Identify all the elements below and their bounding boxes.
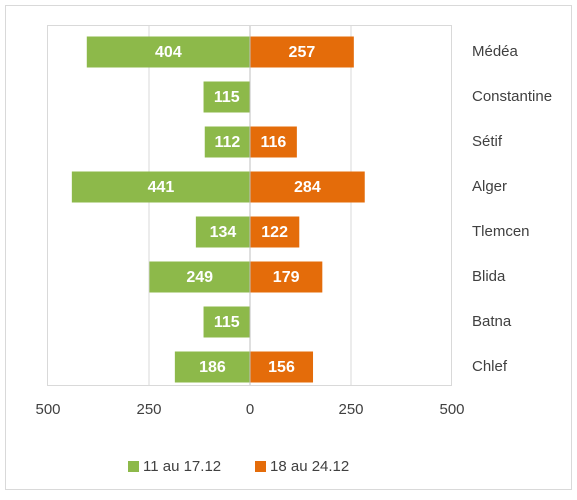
x-tick-label: 0 <box>246 401 254 418</box>
bar <box>86 36 250 68</box>
value-label: 186 <box>199 359 226 376</box>
value-label: 257 <box>289 44 316 61</box>
bar <box>250 126 297 158</box>
x-tick-label: 500 <box>439 401 464 418</box>
x-tick-label: 250 <box>136 401 161 418</box>
category-label: Constantine <box>472 88 552 105</box>
category-label: Batna <box>472 313 512 330</box>
x-tick-label: 250 <box>338 401 363 418</box>
bar <box>149 261 250 293</box>
value-label: 179 <box>273 269 300 286</box>
bar <box>250 261 323 293</box>
value-label: 134 <box>210 224 237 241</box>
value-label: 112 <box>214 134 240 151</box>
value-label: 404 <box>155 44 182 61</box>
bar <box>195 216 250 248</box>
legend-swatch <box>255 461 266 472</box>
value-label: 441 <box>148 179 175 196</box>
bar <box>71 171 250 203</box>
legend-label: 18 au 24.12 <box>270 458 349 475</box>
bar <box>204 126 250 158</box>
category-label: Tlemcen <box>472 223 530 240</box>
legend-swatch <box>128 461 139 472</box>
value-label: 284 <box>294 179 321 196</box>
value-label: 122 <box>261 224 288 241</box>
category-label: Sétif <box>472 133 503 150</box>
value-label: 156 <box>268 359 295 376</box>
category-label: Alger <box>472 178 507 195</box>
bar <box>203 81 250 113</box>
bar <box>250 351 314 383</box>
x-tick-label: 500 <box>35 401 60 418</box>
bar <box>250 216 300 248</box>
value-label: 249 <box>186 269 213 286</box>
category-label: Médéa <box>472 43 519 60</box>
category-label: Chlef <box>472 358 508 375</box>
value-label: 115 <box>214 89 240 106</box>
bar <box>250 36 354 68</box>
category-label: Blida <box>472 268 506 285</box>
plot-frame <box>47 25 452 386</box>
bar <box>174 351 250 383</box>
bar <box>250 171 365 203</box>
bar <box>203 306 250 338</box>
value-label: 116 <box>261 134 287 151</box>
value-label: 115 <box>214 314 240 331</box>
legend-label: 11 au 17.12 <box>143 458 221 475</box>
